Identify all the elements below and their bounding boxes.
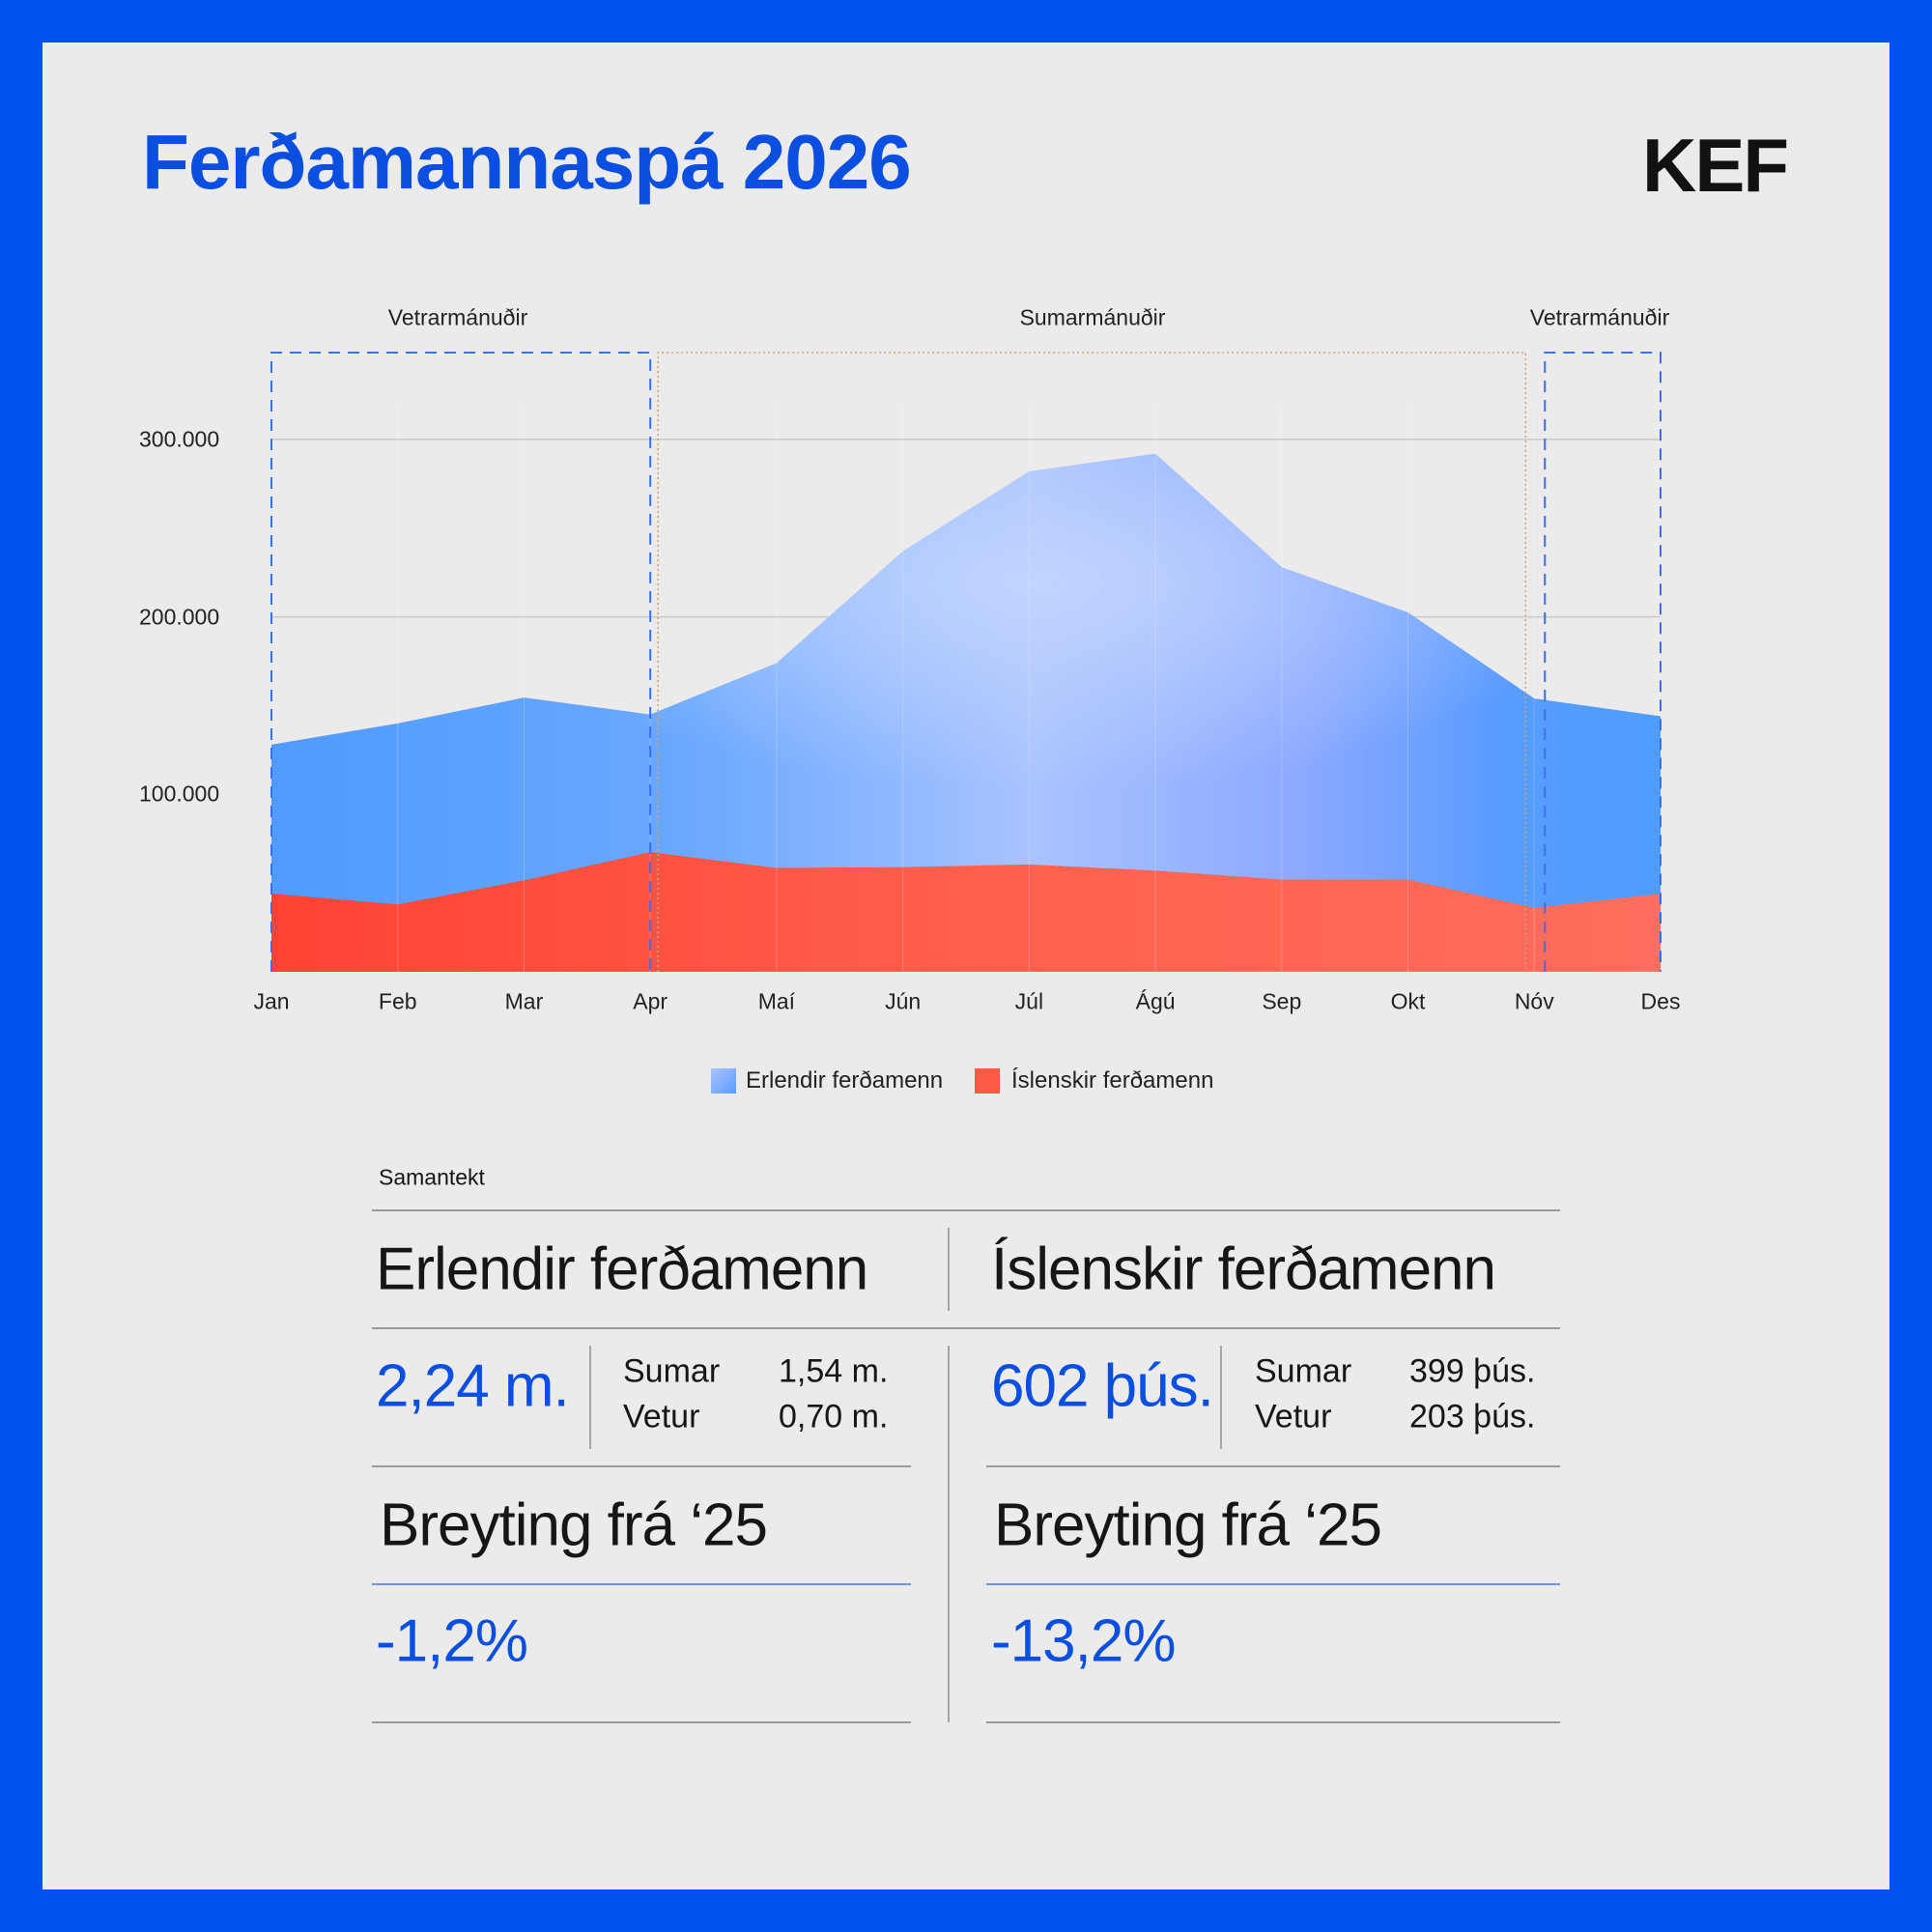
legend-label-domestic: Íslenskir ferðamenn [1011, 1067, 1214, 1094]
area-foreign-highlight [271, 453, 1661, 972]
divider [948, 1346, 950, 1722]
domestic-summer-value: 399 þús. [1409, 1352, 1536, 1390]
season-box-summer [657, 352, 1527, 972]
x-tick-label: Nóv [1514, 988, 1554, 1014]
x-tick-label: Jún [885, 988, 922, 1014]
page-title: Ferðamannaspá 2026 [142, 119, 912, 205]
domestic-change-label: Breyting frá ‘25 [994, 1492, 1382, 1559]
y-tick-label: 100.000 [139, 781, 220, 807]
domestic-winter-value: 203 þús. [1409, 1398, 1536, 1435]
y-tick-label: 200.000 [139, 604, 220, 630]
legend-swatch-foreign [711, 1068, 736, 1094]
x-tick-label: Sep [1262, 988, 1302, 1014]
divider [372, 1721, 911, 1723]
foreign-winter-value: 0,70 m. [779, 1398, 889, 1435]
domestic-summer-label: Sumar [1255, 1352, 1352, 1390]
x-tick-label: Feb [378, 988, 417, 1014]
foreign-summer-value: 1,54 m. [779, 1352, 889, 1390]
domestic-change: -13,2% [991, 1607, 1176, 1675]
foreign-change-label: Breyting frá ‘25 [380, 1492, 768, 1559]
x-tick-label: Maí [757, 988, 796, 1014]
divider [372, 1209, 1560, 1211]
divider [372, 1583, 911, 1585]
legend-swatch-domestic [975, 1068, 1000, 1094]
x-tick-label: Jan [253, 988, 290, 1014]
kef-logo: KEF [1642, 123, 1789, 208]
season-label: Vetrarmánuðir [387, 304, 528, 330]
season-label: Vetrarmánuðir [1529, 304, 1670, 330]
x-tick-label: Ágú [1135, 988, 1176, 1014]
divider [1220, 1346, 1222, 1449]
divider [948, 1228, 950, 1311]
x-tick-label: Okt [1390, 988, 1426, 1014]
domestic-heading: Íslenskir ferðamenn [991, 1236, 1496, 1303]
foreign-total: 2,24 m. [376, 1352, 570, 1420]
x-tick-label: Des [1640, 988, 1681, 1014]
season-box-winter [1544, 352, 1662, 972]
y-tick-label: 300.000 [139, 426, 220, 452]
season-label: Sumarmánuðir [1019, 304, 1166, 330]
divider [986, 1465, 1560, 1467]
foreign-change: -1,2% [376, 1607, 528, 1675]
x-tick-label: Júl [1014, 988, 1044, 1014]
domestic-total: 602 þús. [991, 1352, 1214, 1420]
x-tick-label: Apr [633, 988, 668, 1014]
domestic-winter-label: Vetur [1255, 1398, 1332, 1435]
foreign-winter-label: Vetur [623, 1398, 700, 1435]
legend-label-foreign: Erlendir ferðamenn [746, 1067, 944, 1094]
foreign-heading: Erlendir ferðamenn [376, 1236, 868, 1303]
area-domestic [271, 852, 1661, 972]
foreign-summer-label: Sumar [623, 1352, 721, 1390]
divider [986, 1721, 1560, 1723]
season-box-winter [270, 352, 652, 972]
divider [589, 1346, 591, 1449]
summary-label: Samantekt [379, 1164, 485, 1190]
divider [372, 1327, 1560, 1329]
x-tick-label: Mar [504, 988, 544, 1014]
divider [986, 1583, 1560, 1585]
divider [372, 1465, 911, 1467]
